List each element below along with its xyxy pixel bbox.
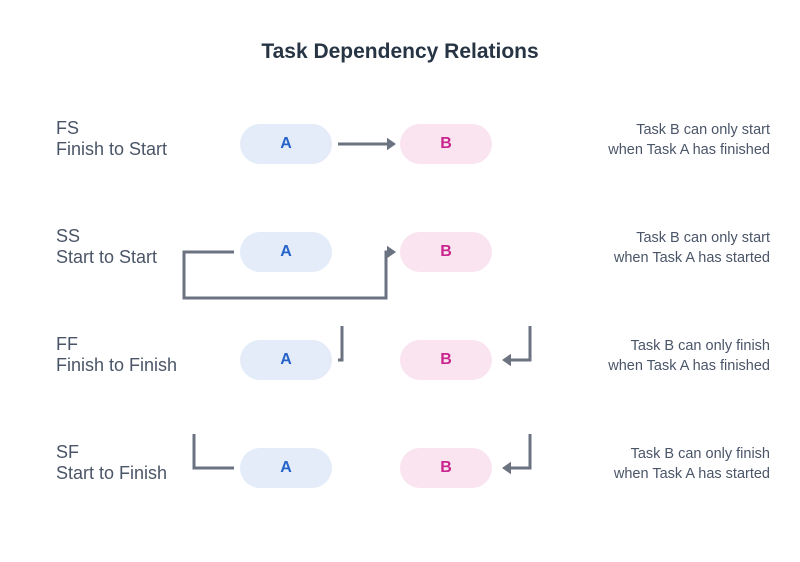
row-description: Task B can only start when Task A has st… [560, 228, 770, 269]
row-code: SS [56, 226, 157, 247]
desc-line2: when Task A has finished [608, 358, 770, 374]
row-description: Task B can only start when Task A has fi… [560, 120, 770, 161]
task-b-pill: B [400, 340, 492, 380]
dependency-row: SF Start to Finish A B Task B can only f… [0, 434, 800, 542]
desc-line1: Task B can only start [636, 122, 770, 138]
row-code: FS [56, 118, 167, 139]
row-name: Start to Finish [56, 463, 167, 484]
task-b-pill: B [400, 232, 492, 272]
desc-line1: Task B can only finish [631, 446, 770, 462]
row-code: SF [56, 442, 167, 463]
desc-line2: when Task A has started [614, 466, 770, 482]
task-a-pill: A [240, 124, 332, 164]
row-name: Start to Start [56, 247, 157, 268]
desc-line2: when Task A has started [614, 250, 770, 266]
row-code: FF [56, 334, 177, 355]
rows-container: FS Finish to Start A B Task B can only s… [0, 110, 800, 542]
dependency-row: SS Start to Start A B Task B can only st… [0, 218, 800, 326]
task-a-pill: A [240, 232, 332, 272]
page-title: Task Dependency Relations [0, 0, 800, 64]
desc-line2: when Task A has finished [608, 142, 770, 158]
row-description: Task B can only finish when Task A has s… [560, 444, 770, 485]
row-label-block: SF Start to Finish [56, 442, 167, 484]
row-label-block: FS Finish to Start [56, 118, 167, 160]
desc-line1: Task B can only start [636, 230, 770, 246]
row-label-block: FF Finish to Finish [56, 334, 177, 376]
dependency-row: FF Finish to Finish A B Task B can only … [0, 326, 800, 434]
row-description: Task B can only finish when Task A has f… [560, 336, 770, 377]
task-b-pill: B [400, 448, 492, 488]
row-label-block: SS Start to Start [56, 226, 157, 268]
desc-line1: Task B can only finish [631, 338, 770, 354]
task-b-pill: B [400, 124, 492, 164]
task-a-pill: A [240, 448, 332, 488]
row-name: Finish to Finish [56, 355, 177, 376]
task-a-pill: A [240, 340, 332, 380]
row-name: Finish to Start [56, 139, 167, 160]
dependency-row: FS Finish to Start A B Task B can only s… [0, 110, 800, 218]
